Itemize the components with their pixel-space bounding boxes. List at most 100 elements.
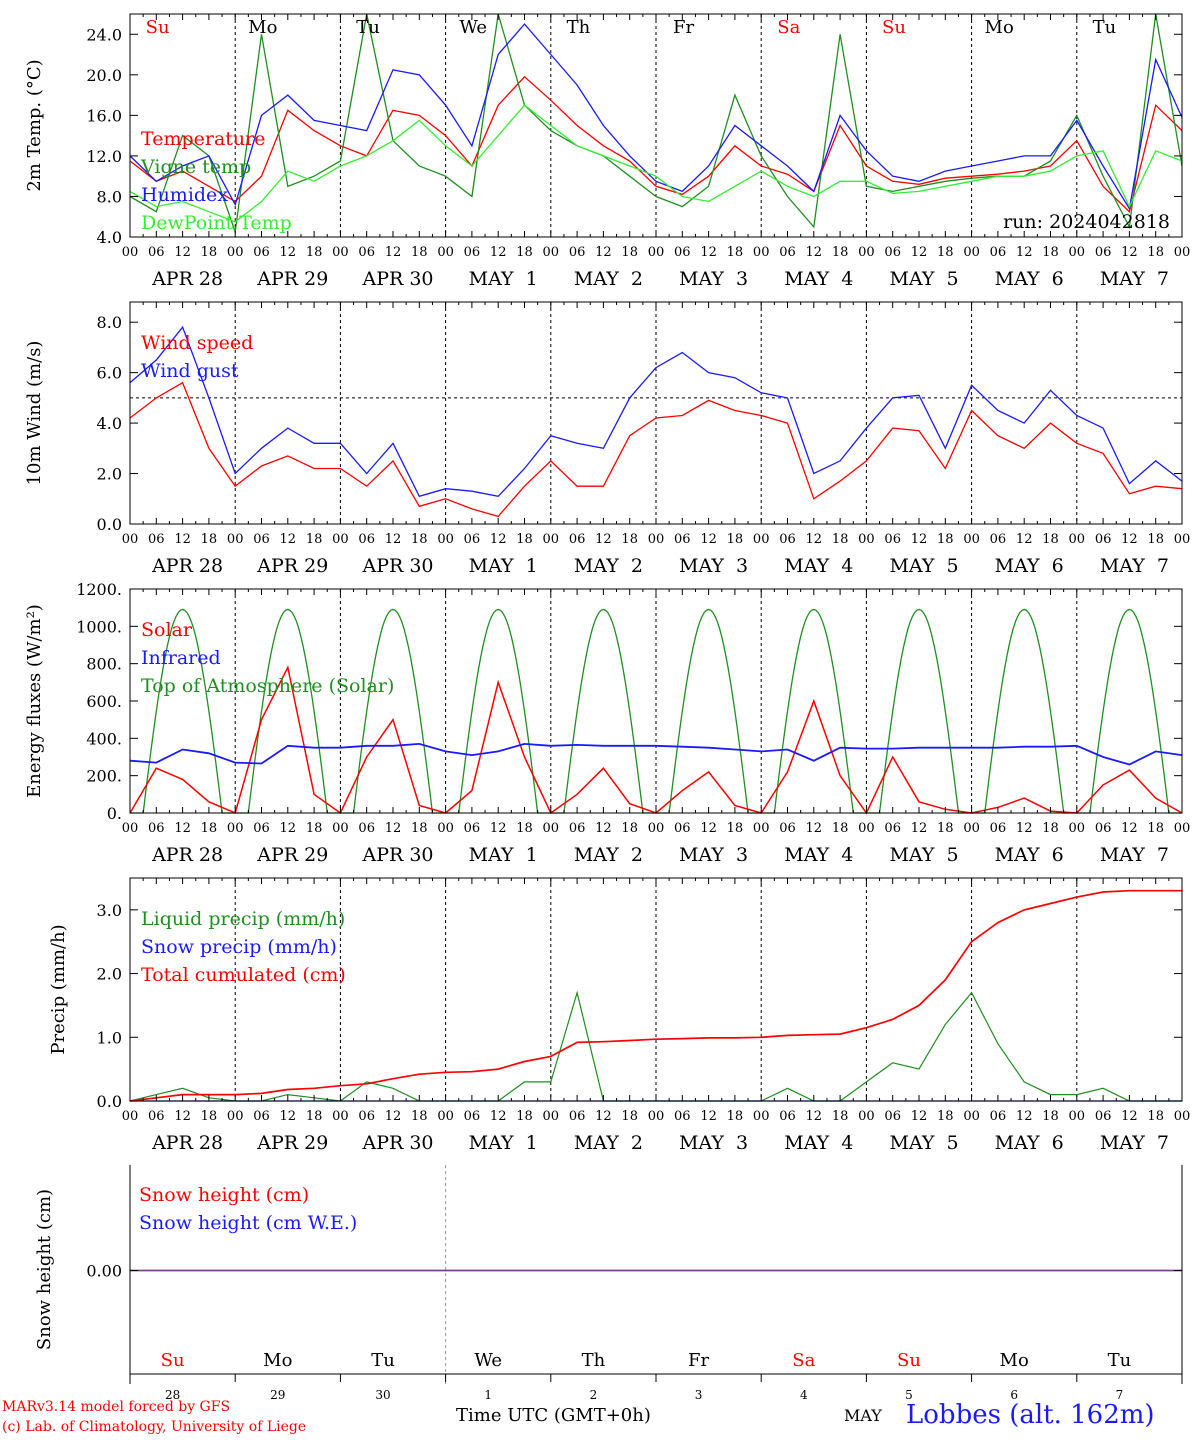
hour-tick-label: 18	[516, 1109, 533, 1124]
hour-tick-label: 12	[700, 821, 717, 836]
hour-tick-label: 00	[858, 1109, 875, 1124]
hour-tick-label: 06	[358, 821, 375, 836]
hour-tick-label: 00	[1174, 245, 1191, 260]
hour-tick-label: 00	[122, 821, 139, 836]
hour-tick-label: 12	[490, 245, 507, 260]
month-label: MAY	[844, 1406, 882, 1425]
hour-tick-label: 00	[1174, 1109, 1191, 1124]
hour-tick-label: 12	[595, 532, 612, 547]
legend-entry: Infrared	[141, 647, 221, 669]
hour-tick-label: 00	[648, 1109, 665, 1124]
hour-tick-label: 06	[569, 245, 586, 260]
y-tick-label: 4.0	[97, 228, 122, 247]
hour-tick-label: 00	[332, 1109, 349, 1124]
date-label: APR 30	[361, 268, 433, 290]
hour-tick-label: 00	[1069, 821, 1086, 836]
day-number-label: 2	[590, 1388, 598, 1402]
hour-tick-label: 00	[543, 245, 560, 260]
date-label: APR 29	[256, 555, 328, 577]
series-humidex-line	[129, 23, 1183, 211]
hour-tick-label: 18	[937, 1109, 954, 1124]
hour-tick-label: 18	[306, 532, 323, 547]
weekday-label: Fr	[688, 1350, 709, 1371]
hour-tick-label: 12	[595, 1109, 612, 1124]
day-number-label: 4	[800, 1388, 808, 1402]
hour-tick-label: 00	[122, 532, 139, 547]
day-number-label: 28	[165, 1388, 180, 1402]
hour-tick-label: 06	[1095, 821, 1112, 836]
hour-tick-label: 18	[621, 821, 638, 836]
y-tick-label: 3.0	[97, 901, 122, 920]
hour-tick-label: 18	[1147, 821, 1164, 836]
y-tick-label: 8.0	[97, 313, 122, 332]
y-tick-label: 4.0	[97, 414, 122, 433]
hour-tick-label: 12	[595, 245, 612, 260]
hour-tick-label: 12	[385, 532, 402, 547]
hour-tick-label: 12	[490, 821, 507, 836]
hour-tick-label: 12	[1121, 245, 1138, 260]
hour-tick-label: 12	[595, 821, 612, 836]
y-tick-label: 600.	[86, 692, 122, 711]
hour-tick-label: 00	[858, 245, 875, 260]
date-label: MAY 2	[574, 555, 643, 577]
hour-tick-label: 18	[201, 1109, 218, 1124]
hour-tick-label: 12	[280, 1109, 297, 1124]
hour-tick-label: 00	[963, 245, 980, 260]
hour-tick-label: 06	[358, 532, 375, 547]
hour-tick-label: 06	[884, 821, 901, 836]
weekday-label: We	[459, 17, 487, 38]
hour-tick-label: 18	[727, 245, 744, 260]
hour-tick-label: 18	[727, 821, 744, 836]
hour-tick-label: 06	[148, 1109, 165, 1124]
hour-tick-label: 00	[543, 532, 560, 547]
date-label: MAY 4	[784, 555, 853, 577]
hour-tick-label: 06	[148, 821, 165, 836]
hour-tick-label: 06	[253, 532, 270, 547]
hour-tick-label: 12	[174, 1109, 191, 1124]
hour-tick-label: 12	[174, 532, 191, 547]
hour-tick-label: 00	[1069, 1109, 1086, 1124]
date-label: MAY 7	[1100, 1132, 1169, 1154]
hour-tick-label: 06	[990, 532, 1007, 547]
hour-tick-label: 18	[1042, 245, 1059, 260]
hour-tick-label: 12	[1016, 1109, 1033, 1124]
hour-tick-label: 18	[621, 532, 638, 547]
hour-tick-label: 12	[1016, 245, 1033, 260]
hour-tick-label: 18	[727, 532, 744, 547]
hour-tick-label: 00	[332, 821, 349, 836]
credit-lab: (c) Lab. of Climatology, University of L…	[2, 1419, 307, 1435]
y-axis-label: 10m Wind (m/s)	[24, 341, 45, 486]
hour-tick-label: 00	[753, 245, 770, 260]
hour-tick-label: 06	[990, 1109, 1007, 1124]
date-label: MAY 5	[889, 555, 958, 577]
weekday-label: Sa	[792, 1350, 815, 1371]
hour-tick-label: 18	[621, 245, 638, 260]
hour-tick-label: 18	[937, 245, 954, 260]
date-label: MAY 6	[995, 555, 1064, 577]
hour-tick-label: 06	[779, 821, 796, 836]
date-label: APR 28	[151, 1132, 223, 1154]
hour-tick-label: 18	[832, 245, 849, 260]
hour-tick-label: 00	[648, 532, 665, 547]
hour-tick-label: 00	[648, 245, 665, 260]
hour-tick-label: 00	[1069, 245, 1086, 260]
hour-tick-label: 18	[411, 1109, 428, 1124]
date-label: APR 28	[151, 268, 223, 290]
hour-tick-label: 06	[884, 245, 901, 260]
hour-tick-label: 06	[674, 1109, 691, 1124]
date-label: MAY 1	[469, 1132, 538, 1154]
legend-entry: Liquid precip (mm/h)	[141, 908, 345, 930]
hour-tick-label: 18	[1147, 532, 1164, 547]
date-label: APR 28	[151, 555, 223, 577]
date-label: APR 29	[256, 268, 328, 290]
hour-tick-label: 12	[700, 532, 717, 547]
hour-tick-label: 18	[832, 821, 849, 836]
series-temperature-line	[129, 75, 1183, 213]
hour-tick-label: 18	[1147, 1109, 1164, 1124]
day-number-label: 30	[375, 1388, 390, 1402]
hour-tick-label: 06	[464, 532, 481, 547]
hour-tick-label: 12	[174, 245, 191, 260]
hour-tick-label: 18	[621, 1109, 638, 1124]
hour-tick-label: 06	[1095, 532, 1112, 547]
